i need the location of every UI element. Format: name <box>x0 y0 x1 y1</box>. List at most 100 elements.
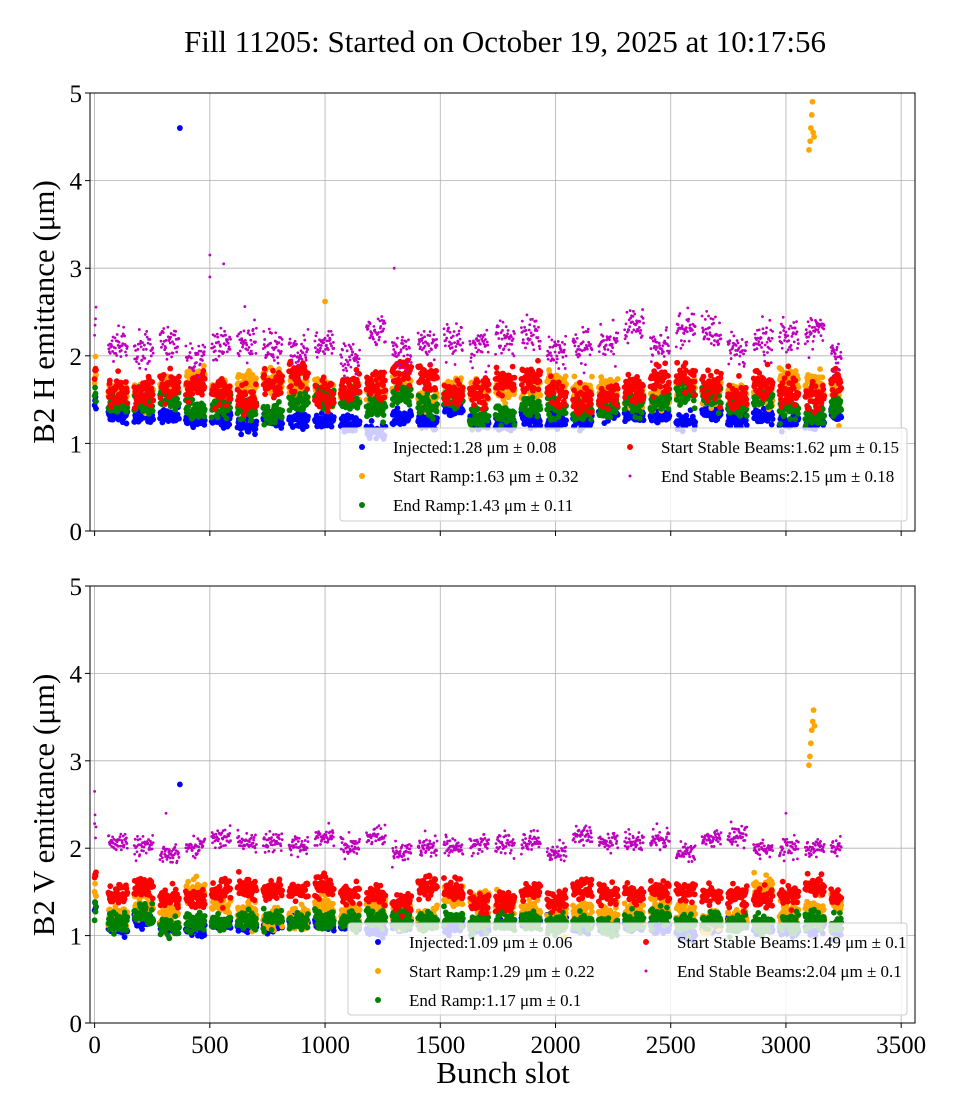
data-point <box>323 393 329 399</box>
data-point <box>743 422 750 429</box>
data-point <box>571 416 578 423</box>
data-point <box>598 374 605 380</box>
data-point <box>537 406 544 413</box>
data-point <box>115 368 122 375</box>
data-point <box>478 386 485 393</box>
data-point <box>226 383 233 390</box>
data-point <box>117 340 121 344</box>
data-point <box>175 384 181 391</box>
data-point <box>705 367 711 374</box>
data-point <box>227 412 234 419</box>
data-point <box>341 389 348 396</box>
data-point <box>93 405 99 412</box>
data-point <box>159 339 163 343</box>
data-point <box>743 396 750 403</box>
data-point <box>272 416 279 423</box>
data-point <box>238 431 245 438</box>
data-point <box>149 379 156 385</box>
data-point <box>201 406 208 413</box>
data-point <box>530 385 537 392</box>
data-point <box>718 370 724 377</box>
data-point <box>261 371 268 378</box>
data-point <box>113 336 117 340</box>
data-point <box>381 394 388 401</box>
data-point <box>734 404 741 411</box>
data-point <box>164 338 168 342</box>
data-point <box>577 379 583 386</box>
data-point <box>779 401 786 407</box>
data-point <box>131 384 138 391</box>
data-point <box>145 330 149 333</box>
data-point <box>169 335 173 339</box>
data-point <box>134 349 138 352</box>
data-point <box>785 363 792 370</box>
data-point <box>837 379 844 386</box>
data-point <box>108 403 115 410</box>
data-point <box>148 342 152 346</box>
data-point <box>790 385 797 392</box>
data-point <box>93 398 99 405</box>
data-point <box>382 403 389 410</box>
data-point <box>305 370 311 377</box>
data-point <box>485 381 492 388</box>
data-point <box>707 372 714 379</box>
data-point <box>482 401 488 408</box>
data-point <box>715 410 722 416</box>
data-point <box>764 361 771 368</box>
data-point <box>691 405 698 412</box>
x-axis-label: Bunch slot <box>436 1055 570 1090</box>
data-point <box>571 387 577 393</box>
data-point <box>279 373 286 380</box>
data-point <box>190 424 197 431</box>
data-point <box>288 383 294 390</box>
data-point <box>555 379 562 386</box>
data-point <box>690 384 697 391</box>
data-point <box>795 410 801 417</box>
data-point <box>555 414 562 420</box>
data-point <box>474 378 481 385</box>
data-point <box>328 381 335 388</box>
data-point <box>136 347 140 351</box>
data-point <box>638 388 645 394</box>
data-point <box>446 400 453 407</box>
data-point <box>704 398 711 405</box>
data-point <box>226 421 233 428</box>
data-point <box>355 382 362 389</box>
data-point <box>111 349 114 353</box>
data-point <box>485 413 492 420</box>
data-point <box>743 401 750 407</box>
data-point <box>279 420 286 427</box>
data-point <box>406 382 413 389</box>
data-point <box>146 362 150 365</box>
data-point <box>189 390 196 397</box>
data-point <box>717 404 723 411</box>
data-point <box>666 412 673 419</box>
data-point <box>614 385 621 392</box>
data-point <box>199 391 205 398</box>
data-point-outlier <box>176 125 183 131</box>
data-point <box>216 401 223 408</box>
data-point <box>124 350 127 354</box>
series-end-stable-beams <box>93 253 843 379</box>
data-point <box>784 370 791 377</box>
data-point <box>665 372 671 379</box>
data-point <box>141 399 148 406</box>
data-point <box>791 401 798 408</box>
data-point <box>692 419 699 426</box>
data-point <box>563 389 570 396</box>
data-point-outlier <box>809 98 816 105</box>
data-point <box>161 342 165 346</box>
data-point <box>408 364 415 371</box>
data-point <box>562 410 569 416</box>
data-point <box>632 414 639 420</box>
data-point <box>348 396 355 402</box>
data-point <box>382 377 388 384</box>
data-point <box>537 422 544 429</box>
data-point <box>124 404 131 411</box>
data-point <box>380 382 387 389</box>
data-point <box>456 381 463 388</box>
data-point <box>160 345 163 349</box>
data-point <box>674 359 681 366</box>
data-point <box>820 386 827 393</box>
data-point <box>172 342 176 346</box>
